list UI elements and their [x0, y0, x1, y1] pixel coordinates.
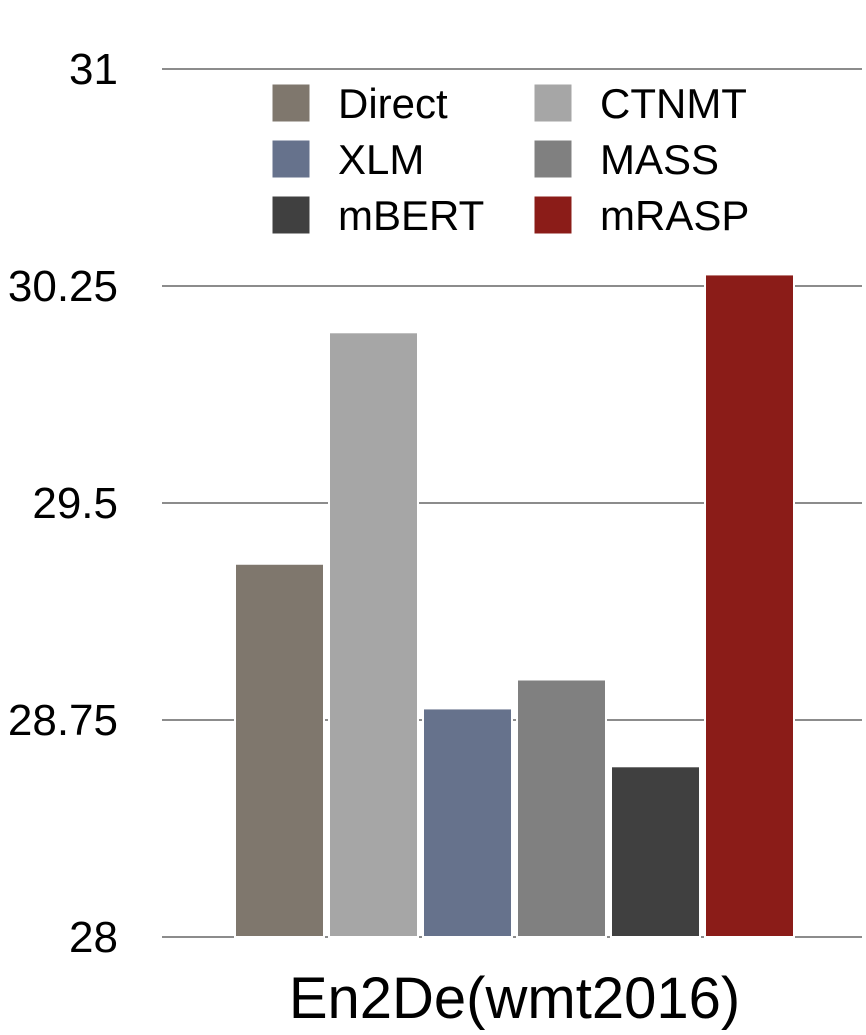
- y-tick-label: 28: [69, 913, 118, 962]
- bars: [234, 273, 795, 939]
- legend-swatch-direct: [271, 83, 311, 123]
- legend-label-ctnmt: CTNMT: [600, 80, 747, 127]
- legend-label-mass: MASS: [600, 136, 719, 183]
- legend-label-mbert: mBERT: [338, 192, 484, 239]
- bar-mbert: [610, 765, 701, 938]
- bar-xlm: [422, 707, 513, 939]
- legend-swatch-mass: [533, 139, 573, 179]
- legend-swatch-ctnmt: [533, 83, 573, 123]
- y-tick-label: 30.25: [8, 262, 118, 311]
- x-category-labels: En2De(wmt2016): [289, 966, 740, 1031]
- legend-swatch-xlm: [271, 139, 311, 179]
- legend-label-direct: Direct: [338, 80, 448, 127]
- legend-swatch-mrasp: [533, 195, 573, 235]
- bar-direct: [234, 562, 325, 938]
- y-tick-label: 28.75: [8, 696, 118, 745]
- legend-label-xlm: XLM: [338, 136, 424, 183]
- x-category-label: En2De(wmt2016): [289, 966, 740, 1031]
- bar-ctnmt: [328, 331, 419, 938]
- bar-mass: [516, 678, 607, 938]
- legend-swatch-mbert: [271, 195, 311, 235]
- y-tick-label: 31: [69, 45, 118, 94]
- y-tick-labels: 28 28.75 29.5 30.25 31: [8, 45, 118, 962]
- bar-mrasp: [704, 273, 795, 938]
- y-tick-label: 29.5: [32, 479, 118, 528]
- legend: Direct CTNMT XLM MASS mBERT mRASP: [271, 80, 749, 239]
- legend-label-mrasp: mRASP: [600, 192, 749, 239]
